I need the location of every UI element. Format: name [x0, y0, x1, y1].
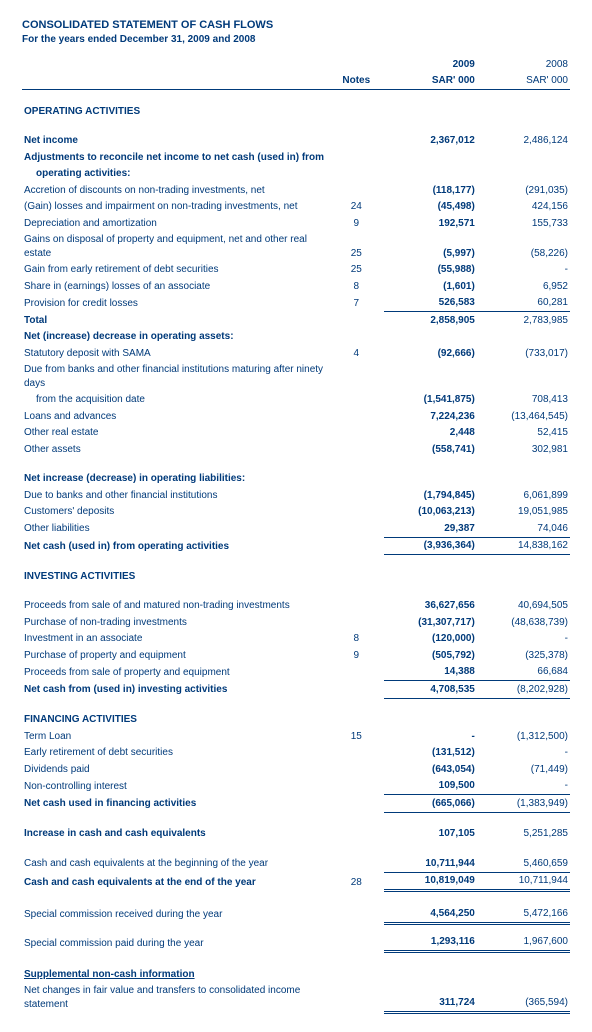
- col-2009-year: 2009: [384, 56, 477, 73]
- row-dividends: Dividends paid: [22, 761, 329, 778]
- col-2009-unit: SAR' 000: [384, 73, 477, 90]
- row-net-cash-fin: Net cash used in financing activities: [22, 795, 329, 813]
- col-2008-year: 2008: [477, 56, 570, 73]
- section-financing: FINANCING ACTIVITIES: [22, 712, 329, 729]
- col-notes: Notes: [329, 73, 384, 90]
- row-other-assets: Other assets: [22, 441, 329, 458]
- row-net-cash-op: Net cash (used in) from operating activi…: [22, 537, 329, 555]
- row-increase-cce: Increase in cash and cash equivalents: [22, 826, 329, 843]
- row-accretion: Accretion of discounts on non-trading in…: [22, 182, 329, 199]
- page-title: CONSOLIDATED STATEMENT OF CASH FLOWS: [22, 18, 570, 33]
- row-dep-amort: Depreciation and amortization: [22, 215, 329, 232]
- row-other-re: Other real estate: [22, 425, 329, 442]
- row-nci: Non-controlling interest: [22, 778, 329, 795]
- row-sc-paid: Special commission paid during the year: [22, 934, 329, 952]
- row-due-to-banks: Due to banks and other financial institu…: [22, 487, 329, 504]
- row-statutory-sama: Statutory deposit with SAMA: [22, 345, 329, 362]
- row-net-income-2008: 2,486,124: [477, 133, 570, 150]
- row-gain-early-retire: Gain from early retirement of debt secur…: [22, 262, 329, 279]
- row-loans-adv: Loans and advances: [22, 408, 329, 425]
- row-adjustments-label2: operating activities:: [22, 166, 329, 183]
- section-investing: INVESTING ACTIVITIES: [22, 568, 329, 585]
- row-purchase-pe: Purchase of property and equipment: [22, 647, 329, 664]
- row-purchase-nti: Purchase of non-trading investments: [22, 614, 329, 631]
- row-term-loan: Term Loan: [22, 728, 329, 745]
- col-2008-unit: SAR' 000: [477, 73, 570, 90]
- row-gains-disposal: Gains on disposal of property and equipm…: [22, 232, 329, 262]
- row-proceeds-pe: Proceeds from sale of property and equip…: [22, 664, 329, 681]
- section-operating: OPERATING ACTIVITIES: [22, 103, 329, 120]
- page-subtitle: For the years ended December 31, 2009 an…: [22, 33, 570, 47]
- row-cce-end: Cash and cash equivalents at the end of …: [22, 872, 329, 891]
- row-cust-deposits: Customers' deposits: [22, 504, 329, 521]
- row-prov-credit: Provision for credit losses: [22, 295, 329, 312]
- row-total-adj: Total: [22, 312, 329, 329]
- row-net-income-label: Net income: [22, 133, 329, 150]
- section-supplemental: Supplemental non-cash information: [22, 966, 329, 983]
- row-proceeds-nti: Proceeds from sale of and matured non-tr…: [22, 598, 329, 615]
- row-other-liab: Other liabilities: [22, 520, 329, 537]
- row-due-from-banks-1: Due from banks and other financial insti…: [22, 362, 329, 392]
- row-adjustments-label1: Adjustments to reconcile net income to n…: [22, 149, 329, 166]
- cashflow-table: 2009 2008 Notes SAR' 000 SAR' 000 OPERAT…: [22, 56, 570, 1014]
- row-net-cash-inv: Net cash from (used in) investing activi…: [22, 681, 329, 699]
- row-due-from-banks-2: from the acquisition date: [22, 392, 329, 409]
- row-op-liab-head: Net increase (decrease) in operating lia…: [22, 471, 329, 488]
- row-share-assoc: Share in (earnings) losses of an associa…: [22, 278, 329, 295]
- row-net-changes-fv: Net changes in fair value and transfers …: [22, 983, 329, 1013]
- row-cce-begin: Cash and cash equivalents at the beginni…: [22, 855, 329, 872]
- row-inv-assoc: Investment in an associate: [22, 631, 329, 648]
- row-sc-received: Special commission received during the y…: [22, 905, 329, 923]
- row-early-retire: Early retirement of debt securities: [22, 745, 329, 762]
- row-net-income-2009: 2,367,012: [384, 133, 477, 150]
- row-gain-loss-impair: (Gain) losses and impairment on non-trad…: [22, 199, 329, 216]
- row-op-assets-head: Net (increase) decrease in operating ass…: [22, 329, 329, 346]
